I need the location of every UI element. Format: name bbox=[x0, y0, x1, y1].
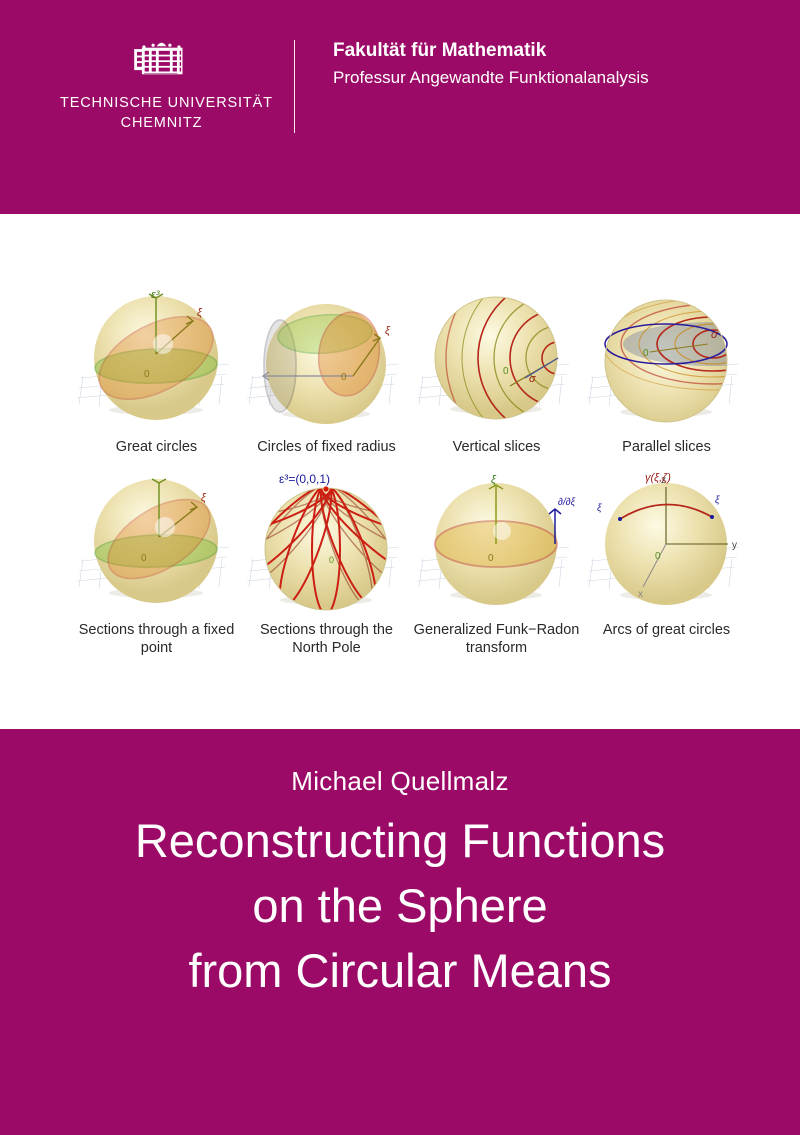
svg-text:ε³=(0,0,1): ε³=(0,0,1) bbox=[279, 472, 330, 486]
svg-text:ξ: ξ bbox=[385, 325, 391, 337]
svg-text:0: 0 bbox=[144, 369, 150, 380]
svg-text:0: 0 bbox=[643, 348, 649, 359]
svg-text:0: 0 bbox=[488, 553, 494, 564]
svg-text:ξ: ξ bbox=[201, 492, 207, 504]
svg-text:0: 0 bbox=[141, 553, 147, 564]
svg-text:0: 0 bbox=[341, 372, 347, 383]
svg-text:ξ: ξ bbox=[597, 503, 602, 514]
svg-text:0: 0 bbox=[503, 366, 509, 377]
svg-text:x: x bbox=[638, 589, 643, 600]
svg-text:ε³: ε³ bbox=[151, 289, 160, 301]
svg-text:0: 0 bbox=[655, 551, 661, 562]
svg-text:ξ: ξ bbox=[715, 495, 720, 506]
svg-text:0: 0 bbox=[329, 555, 334, 565]
svg-text:γ(ξ,ζ): γ(ξ,ζ) bbox=[645, 472, 671, 484]
svg-text:∂/∂ξ: ∂/∂ξ bbox=[558, 497, 576, 508]
svg-text:y: y bbox=[732, 540, 737, 551]
svg-text:σ: σ bbox=[529, 373, 536, 385]
svg-text:σ: σ bbox=[711, 329, 718, 341]
